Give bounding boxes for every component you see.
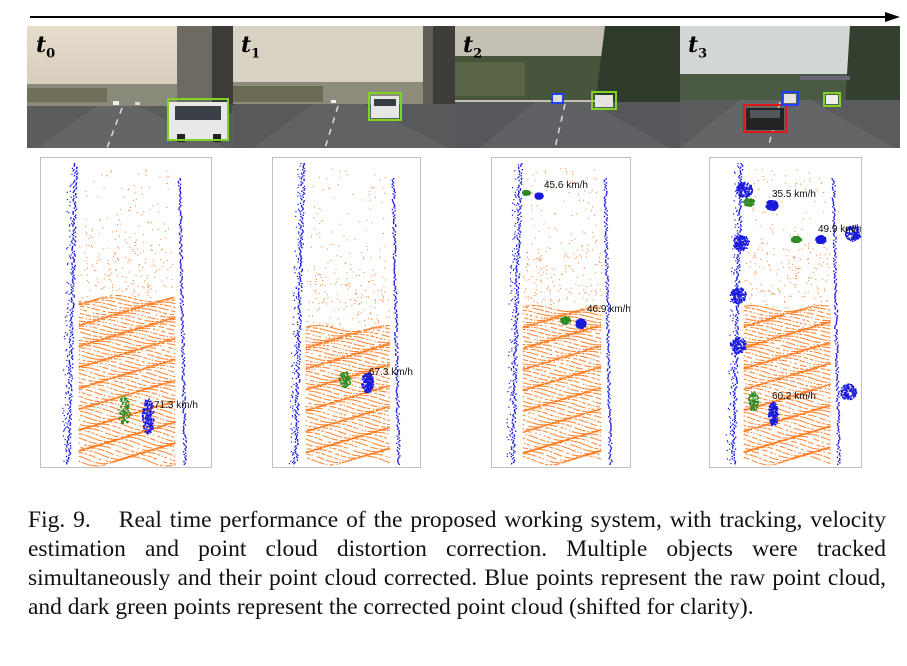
velocity-label: 60.2 km/h (772, 391, 816, 402)
figure-caption: Fig. 9. Real time performance of the prop… (28, 506, 886, 622)
time-arrow (30, 12, 900, 22)
tracked-box (591, 91, 617, 110)
camera-frame-t1 (233, 26, 455, 148)
camera-frame-t2 (455, 26, 680, 148)
tracked-box (781, 91, 799, 106)
frame-label-t2: t2 (463, 32, 483, 62)
point-cloud-t3: 35.5 km/h 49.9 km/h 60.2 km/h (709, 157, 862, 468)
camera-frame-t3 (680, 26, 900, 148)
point-cloud-t2: 45.6 km/h 46.9 km/h (491, 157, 631, 468)
velocity-label: 49.9 km/h (818, 224, 862, 235)
frame-label-t1: t1 (241, 32, 261, 62)
caption-label: Fig. 9. (28, 507, 91, 533)
figure-9: t0 t1 t2 t3 71.3 km/h 67.3 km/h 45.6 km/… (27, 12, 900, 468)
frame-label-t3: t3 (688, 32, 708, 62)
tracked-box (167, 98, 229, 141)
point-cloud-t1: 67.3 km/h (272, 157, 421, 468)
caption-text: Real time performance of the proposed wo… (28, 507, 886, 620)
velocity-label: 35.5 km/h (772, 189, 816, 200)
velocity-label: 71.3 km/h (154, 400, 198, 411)
camera-frame-t0 (27, 26, 233, 148)
velocity-label: 67.3 km/h (369, 367, 413, 378)
tracked-box (823, 92, 841, 107)
frame-label-t0: t0 (36, 32, 56, 62)
tracked-box (743, 104, 787, 133)
tracked-box (368, 92, 402, 121)
velocity-label: 46.9 km/h (587, 304, 631, 315)
tracked-box (551, 93, 564, 104)
velocity-label: 45.6 km/h (544, 180, 588, 191)
point-cloud-t0: 71.3 km/h (40, 157, 212, 468)
